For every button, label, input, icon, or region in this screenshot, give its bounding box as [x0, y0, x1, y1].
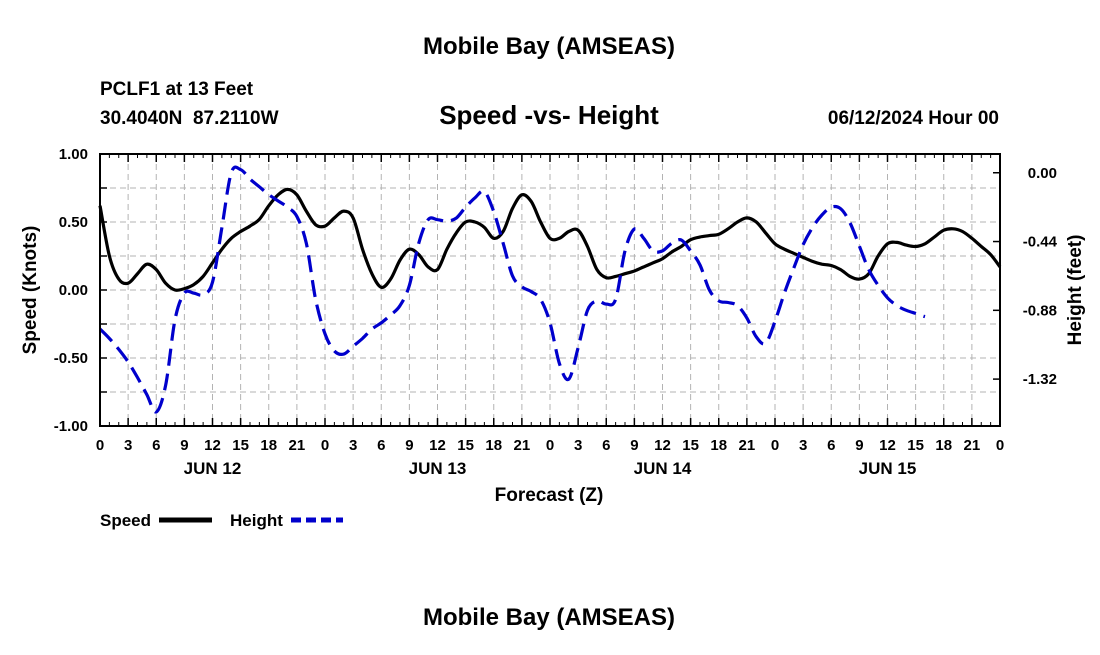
- x-tick-label: 18: [260, 437, 277, 454]
- legend-speed-label: Speed: [100, 511, 151, 530]
- y-tick-label: 0.00: [59, 282, 88, 299]
- y-tick-label: 1.00: [59, 146, 88, 163]
- y-axis-label: Speed (Knots): [20, 226, 41, 355]
- x-tick-label: 3: [349, 437, 357, 454]
- y2-tick-label: -0.44: [1023, 234, 1058, 251]
- y2-tick-label: 0.00: [1028, 165, 1057, 182]
- x-tick-label: 9: [630, 437, 638, 454]
- x-tick-label: 6: [827, 437, 835, 454]
- date-label: JUN 12: [184, 459, 242, 478]
- height-series-line: [98, 165, 926, 414]
- footer-title: Mobile Bay (AMSEAS): [423, 604, 675, 631]
- x-tick-label: 0: [96, 437, 104, 454]
- x-tick-label: 15: [907, 437, 924, 454]
- x-tick-label: 12: [654, 437, 671, 454]
- x-tick-label: 6: [602, 437, 610, 454]
- x-tick-label: 9: [180, 437, 188, 454]
- series-lines: [98, 165, 1002, 414]
- x-tick-label: 21: [964, 437, 981, 454]
- y-tick-label: -1.00: [54, 418, 88, 435]
- x-tick-label: 0: [996, 437, 1004, 454]
- legend-height-label: Height: [230, 511, 283, 530]
- x-tick-label: 3: [124, 437, 132, 454]
- axis-ticks: 0 3 6 9 12 15 18 21 0 3 6 9 12 15 18 21 0 3 6 9 12 15 18 21 0 3 6 9…: [54, 146, 1058, 478]
- x-tick-label: 15: [682, 437, 699, 454]
- x-tick-label: 15: [457, 437, 474, 454]
- x-tick-label: 0: [321, 437, 329, 454]
- x-axis-label: Forecast (Z): [495, 485, 604, 506]
- y2-tick-label: -1.32: [1023, 371, 1057, 388]
- x-tick-label: 21: [514, 437, 531, 454]
- station-label: PCLF1 at 13 Feet: [100, 79, 254, 100]
- y-tick-label: 0.50: [59, 214, 88, 231]
- chart-title: Speed -vs- Height: [439, 100, 659, 130]
- y-tick-label: -0.50: [54, 350, 88, 367]
- x-tick-label: 0: [546, 437, 554, 454]
- forecast-datetime: 06/12/2024 Hour 00: [828, 108, 999, 129]
- x-tick-label: 3: [574, 437, 582, 454]
- x-tick-label: 18: [935, 437, 952, 454]
- date-label: JUN 15: [859, 459, 917, 478]
- x-tick-label: 12: [879, 437, 896, 454]
- x-tick-label: 18: [710, 437, 727, 454]
- grid: [100, 154, 1000, 426]
- x-tick-label: 18: [485, 437, 502, 454]
- x-tick-label: 12: [204, 437, 221, 454]
- x-tick-label: 21: [739, 437, 756, 454]
- x-tick-label: 12: [429, 437, 446, 454]
- x-tick-label: 3: [799, 437, 807, 454]
- legend: Speed Height: [100, 511, 343, 530]
- x-tick-label: 6: [152, 437, 160, 454]
- date-label: JUN 13: [409, 459, 467, 478]
- main-title: Mobile Bay (AMSEAS): [423, 33, 675, 60]
- x-tick-label: 6: [377, 437, 385, 454]
- x-tick-label: 0: [771, 437, 779, 454]
- station-coords: 30.4040N 87.2110W: [100, 108, 279, 129]
- y2-tick-label: -0.88: [1023, 302, 1057, 319]
- x-tick-label: 21: [289, 437, 306, 454]
- date-label: JUN 14: [634, 459, 692, 478]
- x-tick-label: 9: [855, 437, 863, 454]
- speed-series-line: [98, 187, 1002, 292]
- y2-axis-label: Height (feet): [1065, 235, 1086, 346]
- x-tick-label: 9: [405, 437, 413, 454]
- x-tick-label: 15: [232, 437, 249, 454]
